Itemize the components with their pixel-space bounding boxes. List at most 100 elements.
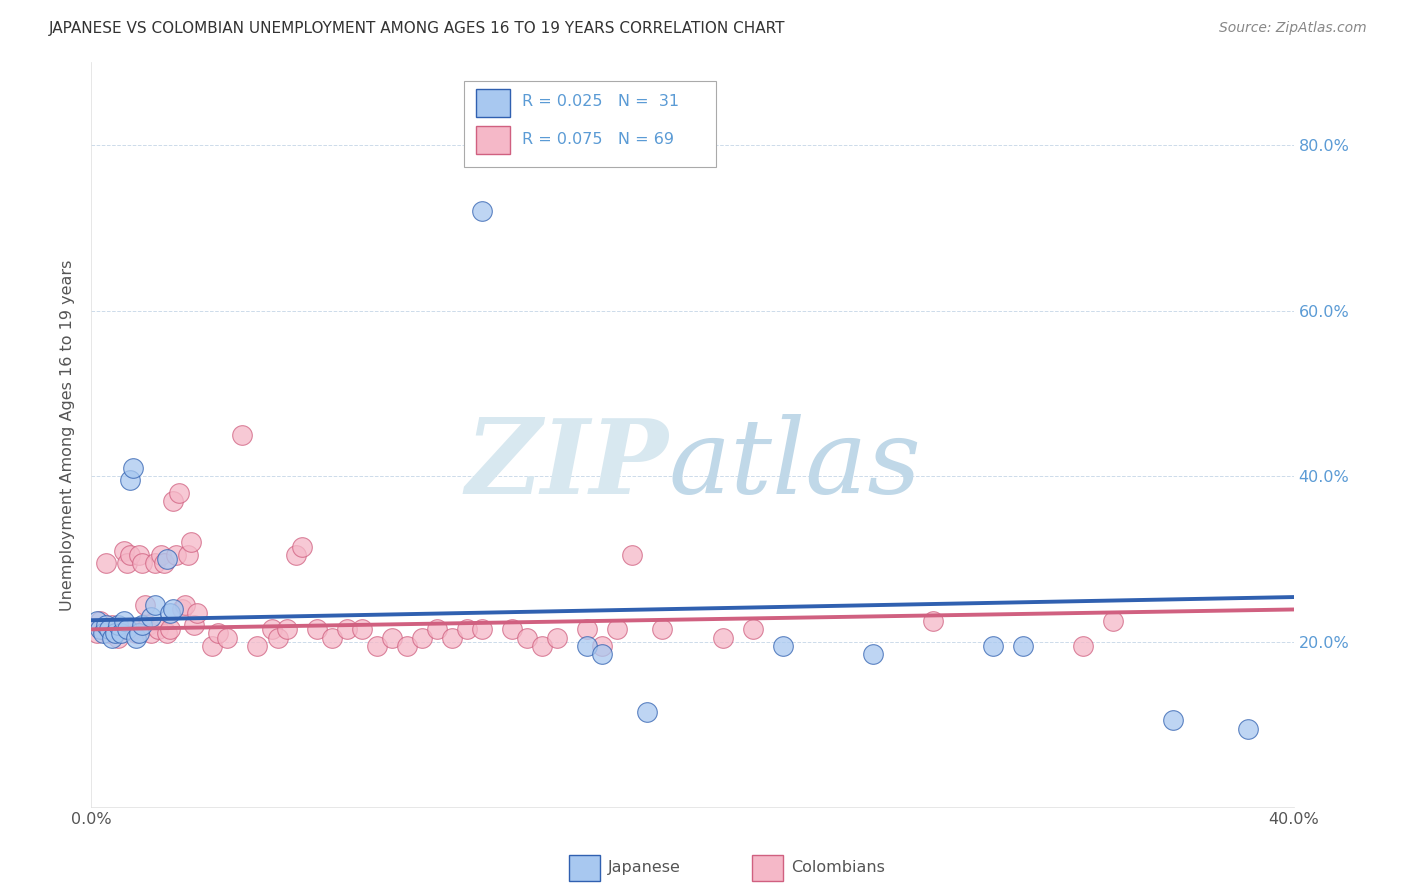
Point [131, 618, 153, 632]
Point [128, 548, 150, 562]
Point [162, 601, 184, 615]
Point [122, 623, 145, 637]
Point [98, 626, 121, 640]
Point [366, 639, 388, 653]
Point [117, 623, 139, 637]
Point [107, 618, 129, 632]
Point [167, 485, 190, 500]
Text: JAPANESE VS COLOMBIAN UNEMPLOYMENT AMONG AGES 16 TO 19 YEARS CORRELATION CHART: JAPANESE VS COLOMBIAN UNEMPLOYMENT AMONG… [49, 21, 786, 36]
Point [89, 614, 111, 628]
Point [170, 601, 193, 615]
Point [86, 614, 108, 628]
Point [711, 631, 734, 645]
FancyBboxPatch shape [464, 81, 717, 167]
Point [110, 623, 132, 637]
Y-axis label: Unemployment Among Ages 16 to 19 years: Unemployment Among Ages 16 to 19 years [60, 260, 76, 610]
Point [305, 623, 328, 637]
Point [260, 623, 283, 637]
Point [183, 618, 205, 632]
Point [576, 639, 599, 653]
Point [1012, 639, 1035, 653]
Point [141, 610, 163, 624]
Point [231, 427, 253, 442]
Point [591, 639, 613, 653]
Point [381, 631, 404, 645]
Point [772, 639, 794, 653]
Point [143, 556, 166, 570]
Point [155, 552, 177, 566]
Point [125, 631, 148, 645]
Point [138, 618, 160, 632]
Point [1071, 639, 1094, 653]
Point [96, 556, 118, 570]
Point [96, 618, 118, 632]
Point [155, 626, 177, 640]
Point [186, 606, 208, 620]
Point [395, 639, 418, 653]
Point [516, 631, 538, 645]
Text: Source: ZipAtlas.com: Source: ZipAtlas.com [1219, 21, 1367, 35]
Point [180, 535, 202, 549]
Text: atlas: atlas [668, 414, 921, 516]
Point [456, 623, 478, 637]
Text: ZIP: ZIP [465, 414, 668, 516]
Point [621, 548, 644, 562]
Point [93, 623, 115, 637]
Text: R = 0.075   N = 69: R = 0.075 N = 69 [522, 132, 673, 146]
Point [981, 639, 1004, 653]
Point [201, 639, 224, 653]
Point [1161, 714, 1184, 728]
Point [93, 626, 115, 640]
Point [501, 623, 523, 637]
Point [165, 548, 187, 562]
Point [146, 623, 169, 637]
Point [128, 626, 150, 640]
Point [1237, 722, 1260, 736]
Point [1102, 614, 1125, 628]
Point [162, 494, 184, 508]
Point [546, 631, 568, 645]
Text: Japanese: Japanese [607, 861, 681, 875]
Point [122, 461, 145, 475]
Point [336, 623, 359, 637]
Point [101, 631, 124, 645]
Point [246, 639, 269, 653]
Text: Colombians: Colombians [792, 861, 886, 875]
Point [350, 623, 373, 637]
Point [110, 626, 132, 640]
Point [120, 548, 142, 562]
Point [89, 623, 111, 637]
Point [606, 623, 628, 637]
Point [152, 556, 174, 570]
Point [862, 647, 884, 661]
Point [98, 623, 121, 637]
Point [215, 631, 238, 645]
Point [104, 623, 127, 637]
Point [134, 598, 156, 612]
FancyBboxPatch shape [477, 126, 510, 154]
Point [411, 631, 433, 645]
Point [276, 623, 298, 637]
Point [591, 647, 613, 661]
Point [86, 626, 108, 640]
Point [207, 626, 229, 640]
Point [471, 623, 494, 637]
Point [741, 623, 763, 637]
Point [114, 614, 136, 628]
Point [440, 631, 463, 645]
Point [471, 204, 494, 219]
Point [125, 626, 148, 640]
Point [531, 639, 554, 653]
Point [104, 626, 127, 640]
Point [651, 623, 673, 637]
Point [576, 623, 599, 637]
Point [291, 540, 314, 554]
Point [107, 631, 129, 645]
Point [141, 626, 163, 640]
Point [114, 543, 136, 558]
Point [922, 614, 945, 628]
Point [117, 556, 139, 570]
Point [149, 548, 172, 562]
Point [636, 705, 658, 719]
Point [176, 548, 198, 562]
